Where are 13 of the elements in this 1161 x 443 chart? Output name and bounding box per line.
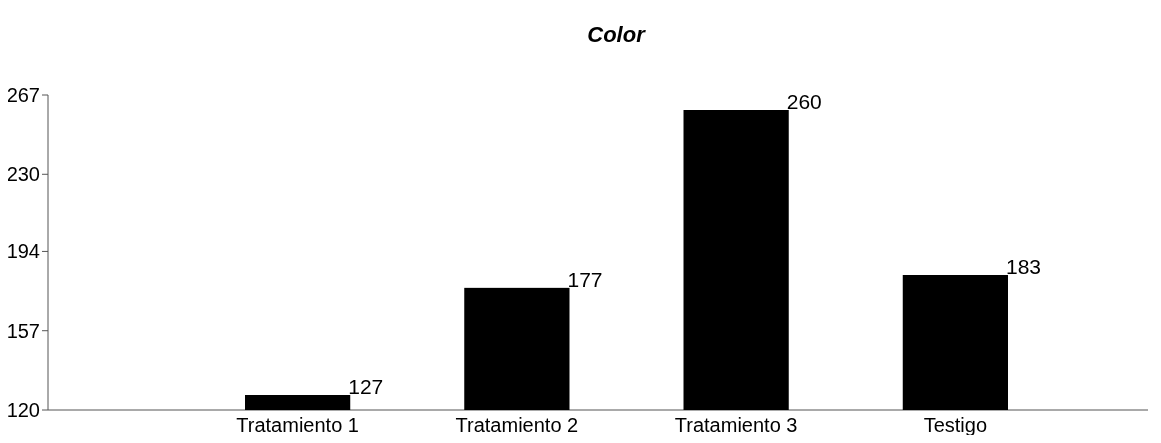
y-tick-label: 157 bbox=[6, 319, 40, 342]
data-label: 177 bbox=[567, 267, 603, 291]
y-tick-label: 194 bbox=[6, 240, 40, 263]
y-tick-label: 230 bbox=[6, 163, 40, 186]
x-tick-label: Tratamiento 2 bbox=[455, 414, 579, 436]
chart-title: Color bbox=[587, 22, 647, 47]
data-label: 127 bbox=[348, 375, 384, 398]
data-label: 183 bbox=[1005, 255, 1042, 278]
data-label: 260 bbox=[786, 90, 822, 113]
y-tick-label: 120 bbox=[6, 399, 40, 421]
x-tick-label: Tratamiento 1 bbox=[236, 414, 359, 436]
x-tick-label: Tratamiento 3 bbox=[674, 414, 798, 436]
y-tick-label: 267 bbox=[6, 84, 40, 106]
